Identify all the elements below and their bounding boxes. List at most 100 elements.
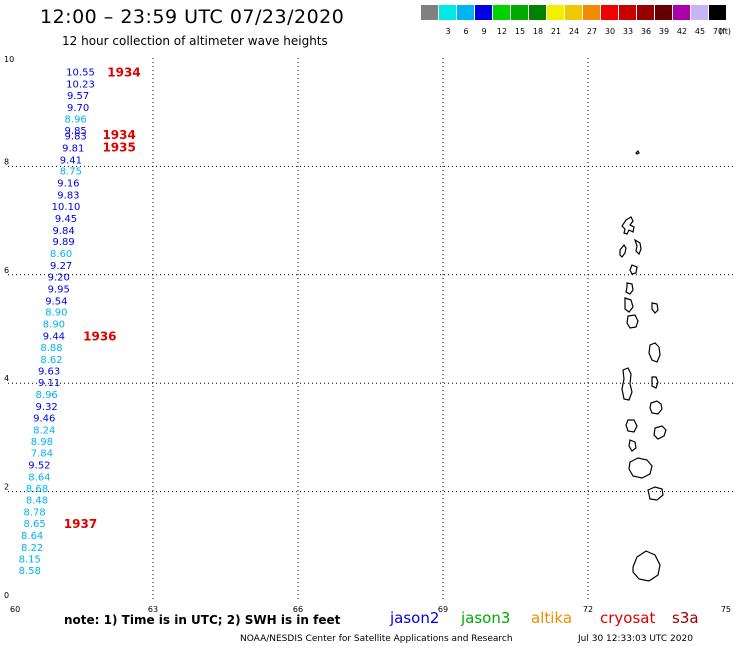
wave-height-value: 8.75	[60, 167, 82, 178]
wave-height-value: 8.48	[26, 496, 48, 507]
x-tick-label: 72	[583, 605, 593, 614]
island-outline	[621, 367, 633, 401]
legend-label: 12	[496, 27, 508, 36]
wave-height-value: 8.60	[50, 249, 72, 260]
legend-swatch	[673, 5, 690, 20]
wave-height-value: 10.10	[52, 202, 81, 213]
island-outline	[651, 302, 659, 314]
wave-height-value: 8.24	[33, 425, 55, 436]
wave-height-value: 9.85	[65, 126, 87, 137]
island-outline	[647, 486, 664, 501]
y-tick-label: 0	[4, 591, 9, 600]
pass-time-label: 1937	[64, 517, 97, 531]
legend-swatch	[421, 5, 438, 20]
legend-swatch	[709, 5, 726, 20]
wave-height-value: 8.64	[28, 472, 50, 483]
generated-timestamp: Jul 30 12:33:03 UTC 2020	[578, 634, 693, 644]
wave-height-value: 7.84	[31, 449, 53, 460]
satellite-name: jason2	[390, 609, 440, 627]
island-outline	[629, 264, 638, 275]
wave-height-value: 8.90	[43, 320, 65, 331]
wave-height-value: 9.70	[67, 103, 89, 114]
wave-height-value: 8.96	[36, 390, 58, 401]
island-outline	[653, 425, 667, 440]
legend-swatch	[439, 5, 456, 20]
wave-height-value: 9.54	[45, 296, 67, 307]
legend-swatch	[637, 5, 654, 20]
legend-label: 18	[532, 27, 544, 36]
y-tick-label: 10	[4, 55, 14, 64]
x-tick-label: 66	[293, 605, 303, 614]
y-tick-label: 6	[4, 266, 9, 275]
island-outline	[619, 243, 627, 258]
legend-label: 30	[604, 27, 616, 36]
page-title: 12:00 – 23:59 UTC 07/23/2020	[40, 6, 345, 28]
legend-swatch	[529, 5, 546, 20]
island-outline	[621, 216, 635, 235]
y-tick-label: 8	[4, 157, 9, 166]
pass-time-label: 1934	[107, 66, 140, 80]
legend-unit: (ft)	[718, 27, 732, 36]
wave-height-value: 9.63	[38, 367, 60, 378]
pass-time-label: 1935	[102, 140, 135, 154]
observation-labels: 10.5510.239.579.708.969.859.839.819.418.…	[19, 68, 95, 578]
wave-height-value: 10.55	[66, 68, 95, 79]
wave-height-value: 8.90	[45, 308, 67, 319]
island-outline	[651, 376, 659, 389]
legend-label: 27	[586, 27, 598, 36]
legend-label: 3	[445, 27, 451, 36]
wave-height-value: 9.83	[57, 191, 79, 202]
axis-ticks: 60 63 66 69 72 75 0 2 4 6 8 10	[4, 55, 731, 614]
legend-label: 36	[640, 27, 652, 36]
wave-height-value: 8.68	[26, 484, 48, 495]
y-tick-label: 4	[4, 374, 9, 383]
island-outline	[648, 342, 661, 363]
y-tick-label: 2	[4, 483, 9, 492]
page-subtitle: 12 hour collection of altimeter wave hei…	[62, 34, 328, 48]
legend-swatch	[511, 5, 528, 20]
wave-height-value: 9.44	[43, 332, 65, 343]
wave-height-value: 9.16	[57, 179, 79, 190]
legend-swatch	[457, 5, 474, 20]
legend-swatch	[691, 5, 708, 20]
footer-note: note: 1) Time is in UTC; 2) SWH is in fe…	[64, 613, 341, 627]
wave-height-value: 9.46	[33, 413, 55, 424]
x-tick-label: 75	[721, 605, 731, 614]
wave-height-value: 9.41	[60, 155, 82, 166]
maldives-coastline	[619, 149, 667, 582]
x-tick-label: 63	[148, 605, 158, 614]
wave-height-value: 9.81	[62, 143, 84, 154]
wave-height-value: 8.65	[23, 519, 45, 530]
island-outline	[633, 238, 642, 256]
legend-label: 45	[694, 27, 706, 36]
satellite-name: altika	[531, 609, 573, 627]
x-tick-label: 60	[10, 605, 20, 614]
legend-swatch	[655, 5, 672, 20]
legend-swatch	[493, 5, 510, 20]
wave-height-value: 8.78	[23, 508, 45, 519]
legend-swatch	[619, 5, 636, 20]
island-outline	[635, 149, 640, 155]
island-outline	[624, 297, 634, 313]
legend-swatch	[583, 5, 600, 20]
x-tick-label: 69	[438, 605, 448, 614]
wave-height-value: 9.32	[36, 402, 58, 413]
legend-label: 21	[550, 27, 562, 36]
island-outline	[626, 314, 639, 329]
satellite-name: s3a	[672, 609, 699, 627]
legend-label: 24	[568, 27, 580, 36]
legend-swatch	[475, 5, 492, 20]
legend-label: 33	[622, 27, 634, 36]
credit-line: NOAA/NESDIS Center for Satellite Applica…	[240, 634, 513, 644]
wave-height-value: 8.15	[19, 554, 41, 565]
wave-height-value: 9.83	[65, 132, 87, 143]
wave-height-value: 9.20	[48, 272, 70, 283]
wave-height-value: 9.27	[50, 261, 72, 272]
wave-height-value: 9.45	[55, 214, 77, 225]
satellite-name: jason3	[461, 609, 511, 627]
pass-time-label: 1936	[83, 330, 116, 344]
wave-height-value: 8.98	[31, 437, 53, 448]
wave-height-value: 9.84	[52, 226, 74, 237]
legend-label: 39	[658, 27, 670, 36]
